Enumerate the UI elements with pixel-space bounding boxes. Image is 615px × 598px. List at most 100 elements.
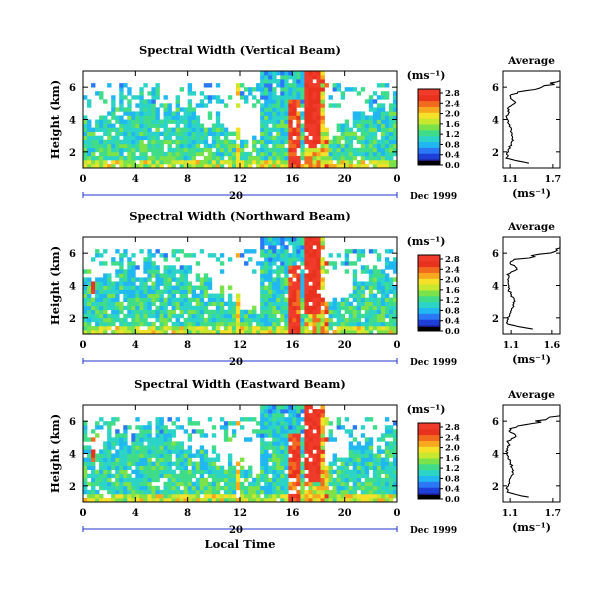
- heatmap-cell: [155, 305, 160, 311]
- heatmap-cell: [368, 297, 374, 303]
- heatmap-cell: [340, 497, 346, 503]
- heatmap-cell: [135, 305, 140, 311]
- colorbar-segment: [418, 458, 440, 465]
- heatmap-cell: [87, 329, 92, 335]
- heatmap-cell: [252, 329, 257, 335]
- heatmap-cell: [159, 277, 164, 282]
- heatmap-cell: [147, 293, 152, 298]
- heatmap-cell: [99, 159, 104, 165]
- heatmap-cell: [143, 289, 148, 294]
- heatmap-cell: [155, 317, 160, 323]
- heatmap-cell: [280, 441, 285, 446]
- heatmap-cell: [175, 99, 180, 104]
- heatmap-cell: [356, 289, 362, 294]
- heatmap-cell: [223, 497, 229, 503]
- heatmap-cell: [151, 261, 156, 266]
- heatmap-cell: [272, 309, 277, 315]
- heatmap-cell: [388, 425, 394, 430]
- heatmap-cell: [292, 273, 297, 278]
- heatmap-cell: [284, 155, 289, 161]
- heatmap-cell: [296, 111, 301, 116]
- heatmap-cell: [384, 115, 390, 120]
- heatmap-cell: [316, 425, 321, 430]
- heatmap-cell: [127, 103, 132, 108]
- heatmap-cell: [187, 155, 193, 161]
- heatmap-cell: [384, 131, 390, 137]
- heatmap-cell: [83, 297, 88, 303]
- heatmap-cell: [87, 481, 92, 487]
- heatmap-cell: [312, 135, 317, 141]
- heatmap-cell: [288, 425, 293, 430]
- heatmap-cell: [111, 485, 116, 491]
- y-axis-label: Height (km): [48, 414, 62, 493]
- heatmap-cell: [292, 241, 297, 246]
- heatmap-cell: [384, 91, 390, 96]
- heatmap-cell: [340, 135, 346, 141]
- heatmap-cell: [167, 461, 172, 466]
- heatmap-cell: [199, 305, 205, 311]
- heatmap-cell: [292, 465, 297, 471]
- heatmap-cell: [103, 485, 108, 491]
- heatmap-cell: [276, 143, 281, 149]
- heatmap-cell: [304, 111, 309, 116]
- heatmap-cell: [316, 465, 321, 471]
- heatmap-cell: [280, 249, 285, 254]
- heatmap-cell: [135, 425, 140, 430]
- heatmap-cell: [183, 289, 189, 294]
- heatmap-cell: [187, 119, 193, 124]
- heatmap-cell: [260, 273, 265, 278]
- heatmap-cell: [380, 143, 386, 149]
- heatmap-cell: [111, 497, 116, 503]
- heatmap-cell: [280, 79, 285, 84]
- heatmap-cell: [332, 163, 337, 169]
- heatmap-cell: [296, 329, 301, 335]
- average-ytick-label: 4: [492, 282, 499, 293]
- heatmap-cell: [115, 151, 120, 157]
- heatmap-cell: [183, 127, 189, 132]
- heatmap-cell: [155, 143, 160, 149]
- heatmap-cell: [179, 497, 184, 503]
- heatmap-cell: [211, 325, 217, 331]
- heatmap-cell: [364, 119, 370, 124]
- heatmap-cell: [352, 277, 358, 282]
- heatmap-cell: [219, 151, 225, 157]
- heatmap-cell: [107, 453, 112, 458]
- heatmap-cell: [115, 305, 120, 311]
- heatmap-cell: [131, 285, 136, 290]
- heatmap-cell: [356, 497, 362, 503]
- heatmap-cell: [372, 99, 378, 104]
- heatmap-cell: [272, 95, 277, 100]
- colorbar-segment: [418, 423, 440, 430]
- heatmap-cell: [147, 285, 152, 290]
- heatmap-cell: [348, 469, 354, 475]
- heatmap-cell: [324, 437, 329, 442]
- heatmap-cell: [159, 147, 164, 153]
- heatmap-cell: [296, 445, 301, 450]
- heatmap-cell: [252, 325, 257, 331]
- colorbar-segment: [418, 446, 440, 453]
- heatmap-cell: [352, 305, 358, 311]
- heatmap-cell: [131, 269, 136, 274]
- heatmap-cell: [179, 449, 184, 454]
- heatmap-cell: [199, 485, 205, 491]
- heatmap-cell: [215, 119, 221, 124]
- heatmap-cell: [199, 313, 205, 319]
- heatmap-cell: [215, 95, 221, 100]
- heatmap-cell: [296, 317, 301, 323]
- heatmap-cell: [235, 485, 241, 491]
- heatmap-cell: [139, 115, 144, 120]
- heatmap-cell: [107, 421, 112, 426]
- heatmap-cell: [356, 309, 362, 315]
- heatmap-cell: [308, 437, 313, 442]
- panel-title: Spectral Width (Vertical Beam): [139, 43, 341, 57]
- heatmap-cell: [83, 285, 88, 290]
- heatmap-cell: [268, 309, 273, 315]
- heatmap-cell: [364, 163, 370, 169]
- heatmap-cell: [119, 329, 124, 335]
- heatmap-cell: [167, 151, 172, 157]
- heatmap-cell: [264, 147, 269, 153]
- heatmap-cell: [248, 257, 253, 262]
- heatmap-cell: [388, 107, 394, 112]
- heatmap-cell: [348, 485, 354, 491]
- heatmap-cell: [344, 429, 350, 434]
